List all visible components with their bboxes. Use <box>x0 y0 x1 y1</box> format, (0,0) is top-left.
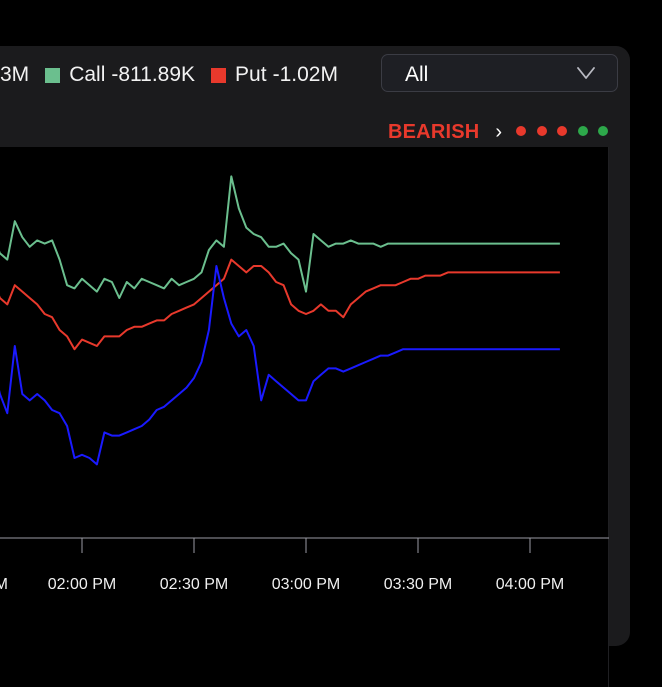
sentiment-dot-red <box>536 126 547 136</box>
legend: 3M Call -811.89K Put -1.02M <box>0 61 354 89</box>
series-lines <box>0 175 560 466</box>
sentiment-dot-red <box>557 126 568 136</box>
x-tick-label: 02:30 PM <box>160 576 228 593</box>
legend-item-call: Call -811.89K <box>45 63 201 87</box>
call-swatch <box>45 67 61 83</box>
legend-item-put: Put -1.02M <box>211 63 344 87</box>
x-tick-label: M <box>0 576 8 593</box>
x-ticks: M 02:00 PM 02:30 PM 03:00 PM 03:30 PM 04:00 P… <box>0 538 564 593</box>
sentiment-label: BEARISH <box>388 120 480 143</box>
legend-truncated-value: 3M <box>0 63 30 86</box>
x-tick-label: 02:00 PM <box>48 576 116 593</box>
sentiment-dot-red <box>516 126 527 136</box>
chart-area <box>0 147 609 687</box>
put-swatch <box>211 67 227 83</box>
filter-selected-value: All <box>405 63 429 86</box>
flow-card <box>0 46 630 687</box>
sentiment-dots <box>516 123 619 141</box>
sentiment-dot-green <box>598 126 609 136</box>
flow-line-chart: M 02:00 PM 02:30 PM 03:00 PM 03:30 PM 04:00 P… <box>0 175 609 593</box>
x-tick-label: 03:00 PM <box>272 576 340 593</box>
series-line-call <box>0 175 560 299</box>
sentiment-indicator: BEARISH › <box>388 119 619 145</box>
series-line-put <box>0 258 560 351</box>
series-line-net <box>0 265 560 466</box>
chevron-right-icon: › <box>495 120 503 143</box>
sentiment-dot-green <box>577 126 588 136</box>
filter-select[interactable]: All <box>381 54 618 92</box>
call-value: -811.89K <box>111 63 196 86</box>
chevron-down-icon <box>577 67 595 79</box>
call-label: Call <box>69 63 106 86</box>
put-value: -1.02M <box>272 63 338 86</box>
x-tick-label: 03:30 PM <box>384 576 452 593</box>
put-label: Put <box>235 63 267 86</box>
x-tick-label: 04:00 PM <box>496 576 564 593</box>
